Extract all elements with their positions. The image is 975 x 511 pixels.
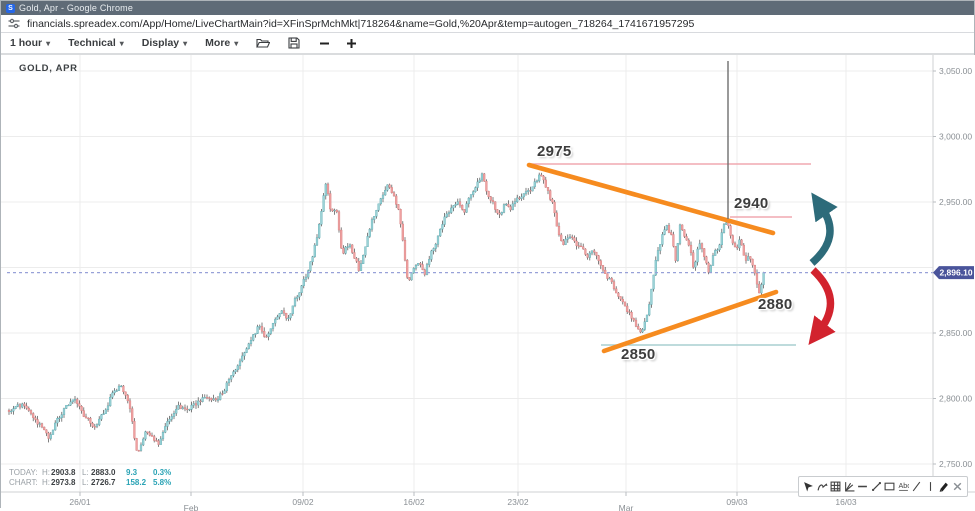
chevron-down-icon: ▾ <box>119 38 124 48</box>
technical-label: Technical <box>68 37 116 49</box>
legend-today-low: 2883.0 <box>91 468 116 477</box>
x-axis-label: 23/02 <box>507 497 529 507</box>
annotation-label-2940[interactable]: 2940 <box>734 195 769 212</box>
site-settings-icon[interactable] <box>8 18 20 29</box>
diagonal-line-tool-icon[interactable] <box>911 481 923 493</box>
chevron-down-icon: ▾ <box>234 38 239 48</box>
svg-text:2,896.10: 2,896.10 <box>939 268 972 278</box>
close-icon[interactable] <box>951 481 963 493</box>
spreadex-favicon: S <box>6 3 15 13</box>
chevron-down-icon: ▾ <box>183 38 188 48</box>
display-label: Display <box>141 37 180 49</box>
curved-arrow-up[interactable] <box>809 192 838 266</box>
legend-l-label: L: <box>82 468 89 477</box>
polyline-arrow-tool-icon[interactable] <box>816 481 828 493</box>
more-label: More <box>205 37 231 49</box>
candlesticks <box>7 172 765 452</box>
chevron-down-icon: ▾ <box>46 38 51 48</box>
annotation-label-2975[interactable]: 2975 <box>537 143 572 160</box>
legend-h-label: H: <box>42 478 50 487</box>
chart-canvas[interactable]: 3,050.00 3,000.00 2,950.00 2,850.00 2,800.00… <box>1 55 975 511</box>
legend-chart-low: 2726.7 <box>91 478 116 487</box>
cursor-tool-icon[interactable] <box>803 481 815 493</box>
address-bar[interactable]: financials.spreadex.com/App/Home/LiveCha… <box>1 15 974 33</box>
y-axis-label: 2,950.00 <box>939 197 972 207</box>
legend-today-row: TODAY: H: 2903.8 L: 2883.0 9.3 0.3% <box>9 468 171 478</box>
legend-today-high: 2903.8 <box>51 468 76 477</box>
x-axis-label: 16/03 <box>835 497 857 507</box>
trendlines[interactable] <box>526 162 779 354</box>
trendline-ascending-support <box>601 289 779 354</box>
save-icon[interactable] <box>288 37 300 49</box>
legend-h-label: H: <box>42 468 50 477</box>
svg-text:Abc: Abc <box>898 482 908 490</box>
display-dropdown[interactable]: Display ▾ <box>142 37 187 49</box>
legend-today-pct: 0.3% <box>153 468 172 477</box>
open-folder-icon[interactable] <box>256 37 271 49</box>
trend-angle-tool-icon[interactable] <box>843 481 855 493</box>
chart-legend: TODAY: H: 2903.8 L: 2883.0 9.3 0.3% CHAR… <box>9 468 171 488</box>
curved-arrow-down[interactable] <box>808 267 836 345</box>
y-axis-label: 2,750.00 <box>939 459 972 469</box>
window-title: Gold, Apr - Google Chrome <box>19 3 134 13</box>
legend-chart-change: 158.2 <box>126 478 147 487</box>
chart-symbol-label: GOLD, APR <box>19 63 78 74</box>
y-axis-label: 3,050.00 <box>939 66 972 76</box>
zoom-in-icon[interactable] <box>345 37 358 50</box>
technical-dropdown[interactable]: Technical ▾ <box>68 37 124 49</box>
interval-dropdown[interactable]: 1 hour ▾ <box>10 37 50 49</box>
gridlines <box>1 55 933 492</box>
url-text[interactable]: financials.spreadex.com/App/Home/LiveCha… <box>27 17 695 30</box>
legend-today-change: 9.3 <box>126 468 138 477</box>
legend-chart-row: CHART: H: 2973.8 L: 2726.7 158.2 5.8% <box>9 478 171 488</box>
x-axis-label: 16/02 <box>403 497 425 507</box>
y-axis-label: 3,000.00 <box>939 132 972 142</box>
chart-toolbar: 1 hour ▾ Technical ▾ Display ▾ More ▾ <box>1 33 974 55</box>
trendline-descending-resistance <box>526 162 776 236</box>
legend-chart-high: 2973.8 <box>51 478 76 487</box>
y-axis-label: 2,850.00 <box>939 328 972 338</box>
horizontal-line-tool-icon[interactable] <box>857 481 869 493</box>
current-price-badge: 2,896.10 <box>933 266 974 280</box>
zoom-out-icon[interactable] <box>318 37 331 50</box>
legend-l-label: L: <box>82 478 89 487</box>
title-bar: S Gold, Apr - Google Chrome <box>1 1 974 15</box>
more-dropdown[interactable]: More ▾ <box>205 37 238 49</box>
annotation-label-2880[interactable]: 2880 <box>758 296 793 313</box>
legend-chart-pct: 5.8% <box>153 478 172 487</box>
grid-tool-icon[interactable] <box>830 481 842 493</box>
legend-chart-label: CHART: <box>9 478 38 487</box>
interval-label: 1 hour <box>10 37 43 49</box>
chart-area: 3,050.00 3,000.00 2,950.00 2,850.00 2,800.00… <box>1 55 975 511</box>
rectangle-tool-icon[interactable] <box>884 481 896 493</box>
price-level-lines <box>528 163 811 346</box>
text-tool-icon[interactable]: Abc <box>897 481 909 493</box>
drawing-toolbar: Abc <box>798 476 968 497</box>
annotation-label-2850[interactable]: 2850 <box>621 346 656 363</box>
x-axis-label: Feb <box>184 503 199 511</box>
axes: 3,050.00 3,000.00 2,950.00 2,850.00 2,800.00… <box>1 55 975 511</box>
x-axis-label: Mar <box>619 503 634 511</box>
pencil-tool-icon[interactable] <box>938 481 950 493</box>
vertical-line-tool-icon[interactable] <box>924 481 936 493</box>
x-axis-label: 09/02 <box>292 497 314 507</box>
legend-today-label: TODAY: <box>9 468 38 477</box>
x-axis-label: 26/01 <box>69 497 91 507</box>
y-axis-label: 2,800.00 <box>939 394 972 404</box>
x-axis-label: 09/03 <box>726 497 748 507</box>
trend-line-tool-icon[interactable] <box>870 481 882 493</box>
